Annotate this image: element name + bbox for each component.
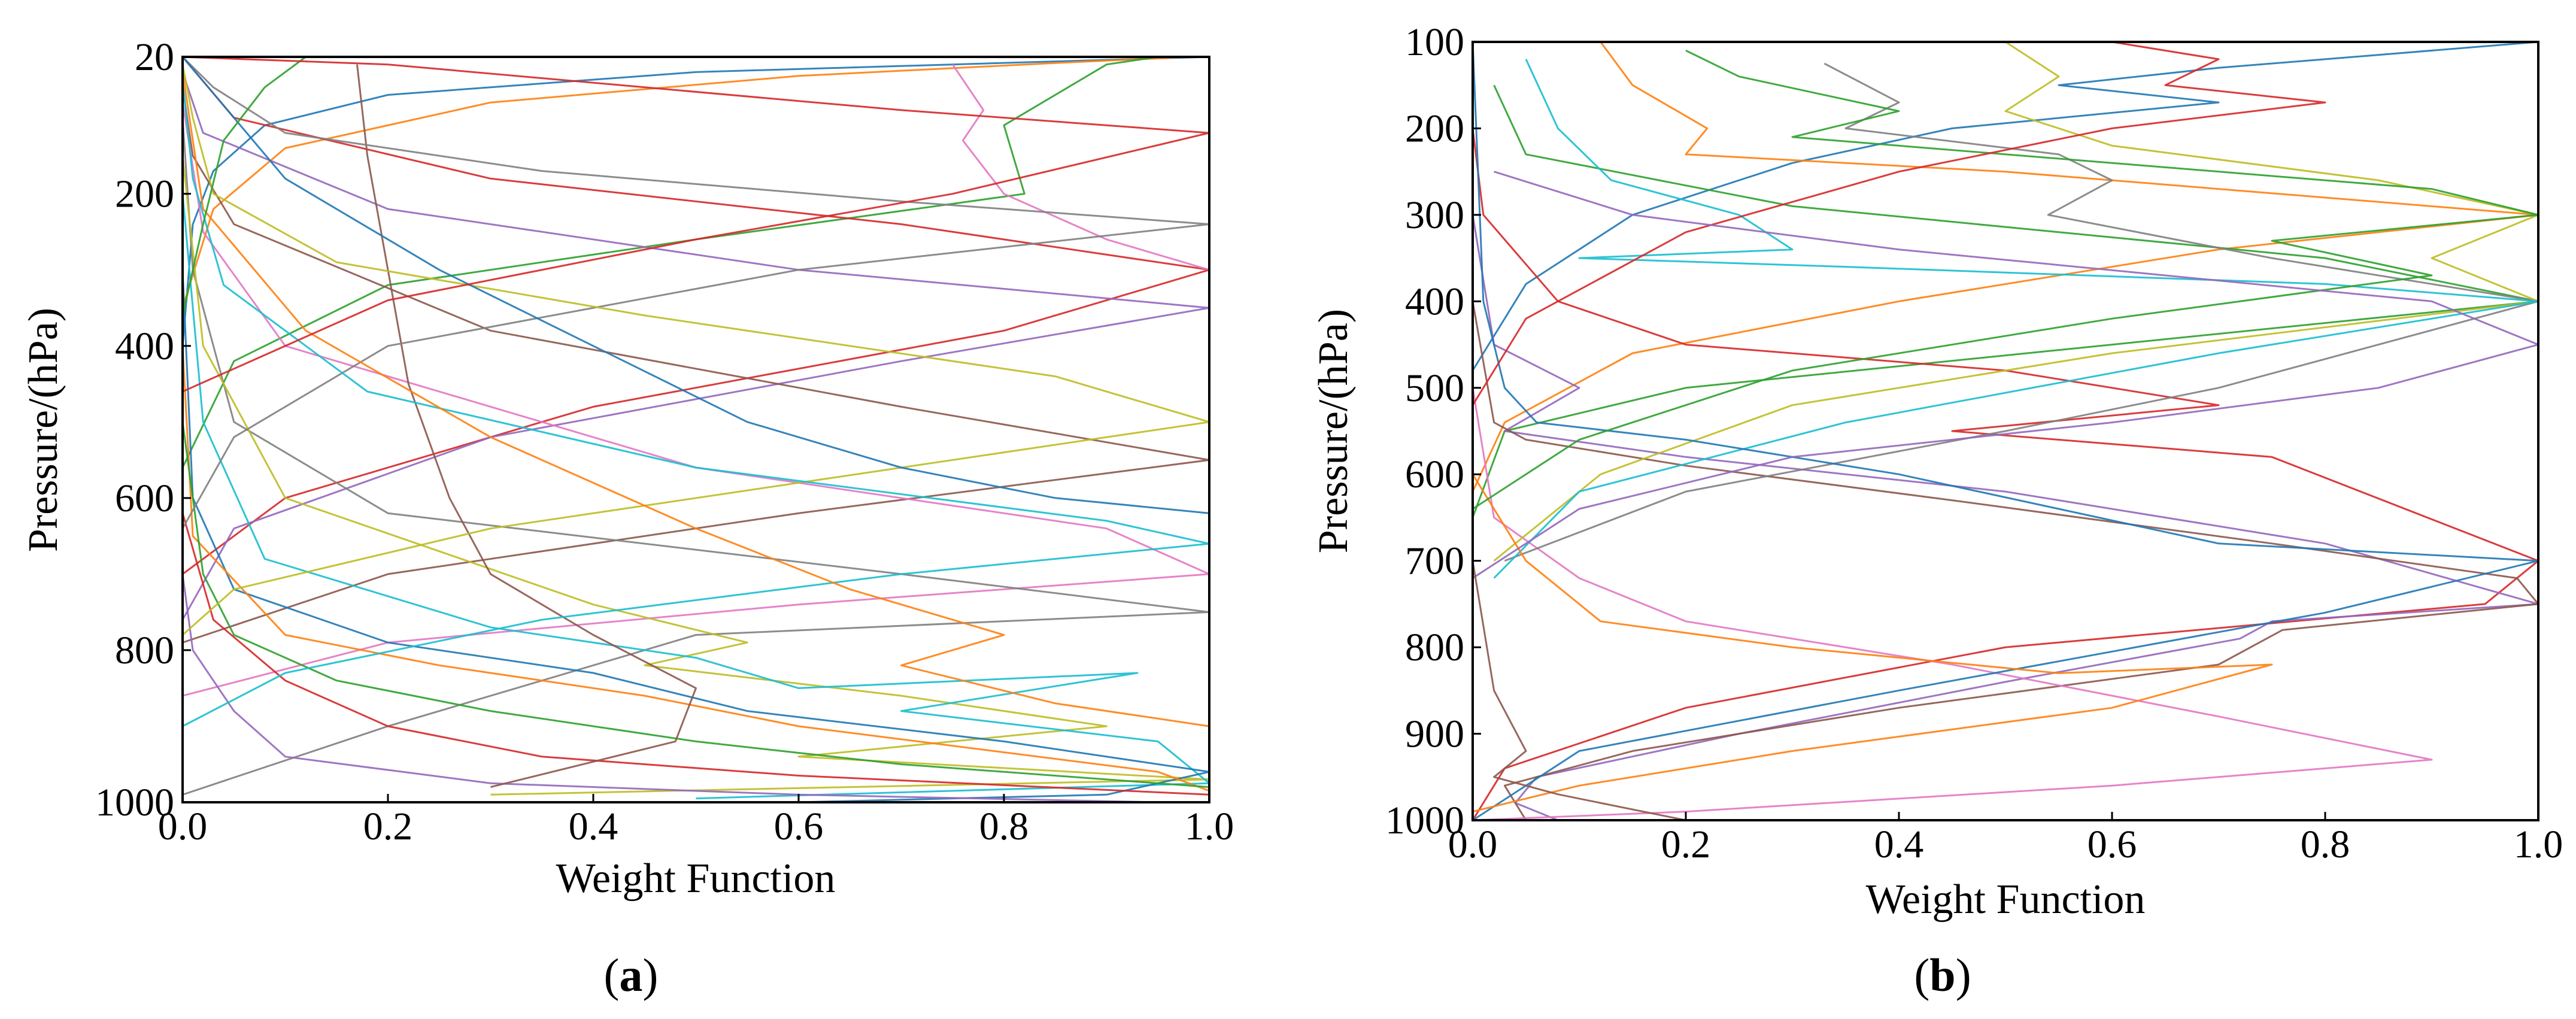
panel-a-series-line (183, 512, 1209, 796)
panel-b-y-axis-label: Pressure/(hPa) (1310, 309, 1357, 553)
panel-b-series-line (1473, 128, 2538, 820)
panel-a-series-line (183, 87, 1209, 644)
panel-b-y-tick-label: 100 (1405, 20, 1464, 64)
panel-a-y-axis-label: Pressure/(hPa) (20, 308, 66, 552)
panel-b-series-line (1473, 42, 2538, 492)
panel-b-y-tick-label: 600 (1405, 453, 1464, 496)
panel-a-x-axis-label: Weight Function (556, 856, 836, 902)
panel-b-series-line (1493, 59, 2538, 579)
panel-a-series-line (183, 57, 1209, 575)
panel-b-series-line (1473, 42, 2538, 820)
panel-b-series-line (1473, 171, 2538, 579)
panel-b: 0.0 0.2 0.4 0.6 0.8 1.0 100 200 300 400 500 600 700 8… (1310, 20, 2563, 1001)
panel-b-plot-frame (1471, 41, 2539, 821)
panel-a-y-tick-label: 1000 (95, 781, 174, 824)
panel-a-series-line (183, 57, 1189, 308)
panel-b-y-tick-label: 400 (1405, 280, 1464, 323)
panel-b-y-tick-label: 1000 (1385, 799, 1464, 842)
panel-a-series-line (183, 57, 1209, 514)
panel-b-ticks: 0.0 0.2 0.4 0.6 0.8 1.0 100 200 300 400 500 600 700 8… (1385, 20, 2563, 866)
panel-b-y-tick-label: 500 (1405, 366, 1464, 410)
panel-a-series-line (183, 57, 1209, 393)
panel-b-series-line (1473, 50, 2538, 510)
panel-a-y-tick-label: 200 (115, 172, 174, 216)
panel-b-series-line (1504, 62, 2538, 562)
panel-a-series-line (183, 156, 1209, 796)
panel-a-series-line (183, 57, 1209, 529)
panel-b-caption-letter: b (1929, 949, 1955, 1001)
panel-a-series-line (183, 421, 1209, 788)
panel-b-x-tick-label: 0.0 (1448, 823, 1498, 866)
panel-a-series-line (183, 345, 1209, 792)
panel-b-series-group (1473, 42, 2538, 820)
panel-a-series-group (183, 57, 1209, 802)
panel-b-series-line (1473, 301, 2538, 820)
panel-a-caption-letter: a (620, 949, 643, 1001)
panel-b-x-tick-label: 0.8 (2301, 823, 2350, 866)
panel-a-series-line (183, 269, 1209, 802)
panel-b-series-line (1473, 84, 2538, 518)
panel-a-series-line (183, 79, 1209, 727)
panel-a-y-tick-label: 400 (115, 324, 174, 368)
panel-b-x-tick-label: 0.2 (1661, 823, 1711, 866)
panel-b-series-line (1473, 42, 2538, 371)
panel-a-x-tick-label: 0.2 (363, 805, 413, 848)
panel-b-y-tick-label: 900 (1405, 712, 1464, 756)
panel-a-series-line (183, 57, 307, 316)
panel-a-y-tick-label: 800 (115, 629, 174, 672)
panel-a-series-line (183, 57, 1158, 468)
panel-b-series-line (1473, 560, 1686, 820)
panel-a-series-line (183, 193, 1209, 800)
panel-a-plot-frame (181, 56, 1210, 803)
panel-a-series-line (183, 64, 1209, 636)
panel-a-series-line (356, 64, 697, 788)
panel-a-series-line (183, 117, 1209, 796)
panel-a-y-tick-label: 600 (115, 477, 174, 520)
panel-a-x-tick-label: 0.4 (569, 805, 618, 848)
panel-b-series-line (1493, 42, 2538, 562)
panel-a: 0.0 0.2 0.4 0.6 0.8 1.0 20 200 400 600 800 1000 Wei… (20, 35, 1234, 1001)
panel-b-series-line (1473, 214, 2538, 820)
panel-a-series-line (183, 72, 1209, 727)
panel-a-caption: (a) (604, 949, 659, 1001)
panel-a-series-line (183, 71, 1209, 620)
panel-b-y-tick-label: 800 (1405, 626, 1464, 669)
panel-a-x-tick-label: 0.6 (774, 805, 824, 848)
panel-a-x-tick-label: 0.0 (158, 805, 208, 848)
panel-a-series-line (183, 102, 1209, 697)
panel-b-caption: (b) (1914, 949, 1971, 1001)
panel-b-series-line (1473, 42, 2326, 406)
panel-a-ticks: 0.0 0.2 0.4 0.6 0.8 1.0 20 200 400 600 800 1000 (95, 35, 1234, 848)
panel-a-series-line (952, 63, 1209, 271)
panel-b-x-tick-label: 1.0 (2514, 823, 2563, 866)
panel-b-y-tick-label: 200 (1405, 107, 1464, 150)
panel-a-x-tick-label: 0.8 (979, 805, 1029, 848)
panel-b-y-tick-label: 300 (1405, 193, 1464, 237)
panel-a-y-tick-label: 20 (135, 35, 174, 79)
panel-b-x-tick-label: 0.6 (2087, 823, 2137, 866)
panel-b-x-tick-label: 0.4 (1874, 823, 1924, 866)
panel-a-x-tick-label: 1.0 (1185, 805, 1234, 848)
panel-b-series-line (1473, 474, 2273, 813)
panel-b-x-axis-label: Weight Function (1866, 877, 2146, 923)
panel-b-y-tick-label: 700 (1405, 539, 1464, 583)
